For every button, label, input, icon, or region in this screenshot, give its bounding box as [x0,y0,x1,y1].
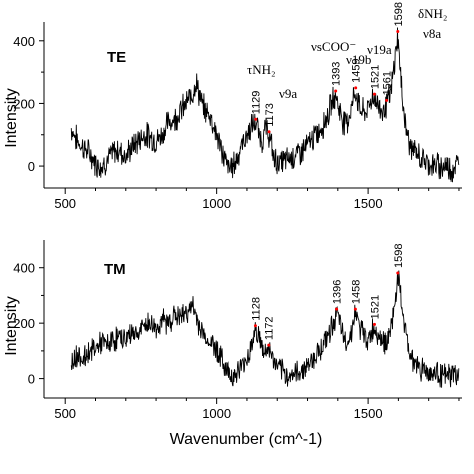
x-tick-label-te: 1000 [202,196,231,211]
peak-label-te-1173: 1173 [264,103,276,127]
peak-marker-tm-1128 [253,324,257,328]
peak-label-tm-1128: 1128 [250,297,262,321]
mode-label-v19b: ν19b [346,52,371,67]
peak-label-tm-1458: 1458 [350,280,362,304]
axes-te: 500 1000 1500 0 200 400 [13,22,462,211]
peak-label-te-1521: 1521 [369,65,381,89]
peak-label-tm-1396: 1396 [332,280,344,304]
peak-label-tm-1598: 1598 [393,244,405,268]
x-tick-label-tm: 1000 [202,406,231,421]
mode-label-v9a: ν9a [279,86,297,101]
peak-marker-tm-1396 [335,307,339,311]
peak-marker-tm-1172 [267,343,271,347]
y-tick-label-te: 0 [28,159,35,174]
spectrum-line-te [70,27,460,183]
peak-label-te-1598: 1598 [393,2,405,26]
peak-marker-te-1459 [354,86,358,90]
spectrum-line-tm [70,270,460,388]
mode-label-vscoo: νsCOO⁻ [311,39,356,54]
peak-marker-te-1521 [372,92,376,96]
peak-label-te-1393: 1393 [331,62,343,86]
y-axis-title-te: Intensity [3,88,20,148]
x-tick-label-tm: 500 [54,406,76,421]
peak-label-tm-1521: 1521 [369,295,381,319]
peak-marker-te-1393 [334,89,338,93]
mode-label-v19a: ν19a [367,42,392,57]
mode-label-dnh2: δNH₂ [418,6,447,21]
peak-label-tm-1172: 1172 [264,316,276,340]
peak-marker-tm-1598 [396,271,400,275]
peak-marker-te-1173 [267,130,271,134]
chart-panel-tm: Intensity 500 1000 1500 0 200 400 TM 11281172… [3,240,462,448]
y-tick-label-tm: 0 [28,372,35,387]
peak-marker-te-1561 [385,98,389,102]
x-axis-title: Wavenumber (cm^-1) [170,431,323,448]
axes-tm: 500 1000 1500 0 200 400 [13,240,462,421]
y-axis-title-tm: Intensity [3,296,20,356]
x-tick-label-tm: 1500 [354,406,383,421]
peak-marker-te-1129 [254,117,258,121]
y-tick-label-te: 400 [13,34,35,49]
y-tick-label-te: 200 [13,96,35,111]
panel-label-tm: TM [104,261,126,278]
mode-label-v8a: ν8a [423,26,441,41]
mode-label-tnh2: τNH₂ [247,62,276,77]
y-tick-label-tm: 400 [13,261,35,276]
x-tick-label-te: 1500 [354,196,383,211]
peak-marker-te-1598 [396,30,400,34]
x-tick-label-te: 500 [54,196,76,211]
peak-marker-tm-1458 [353,307,357,311]
peak-label-te-1561: 1561 [382,71,394,95]
panel-label-te: TE [107,49,126,66]
y-tick-label-tm: 200 [13,316,35,331]
peak-label-te-1129: 1129 [251,91,263,115]
peak-label-te-1459: 1459 [351,58,363,82]
peak-marker-tm-1521 [372,322,376,326]
chart-panel-te: Intensity 500 1000 1500 0 200 400 TE 11291173… [3,2,462,211]
